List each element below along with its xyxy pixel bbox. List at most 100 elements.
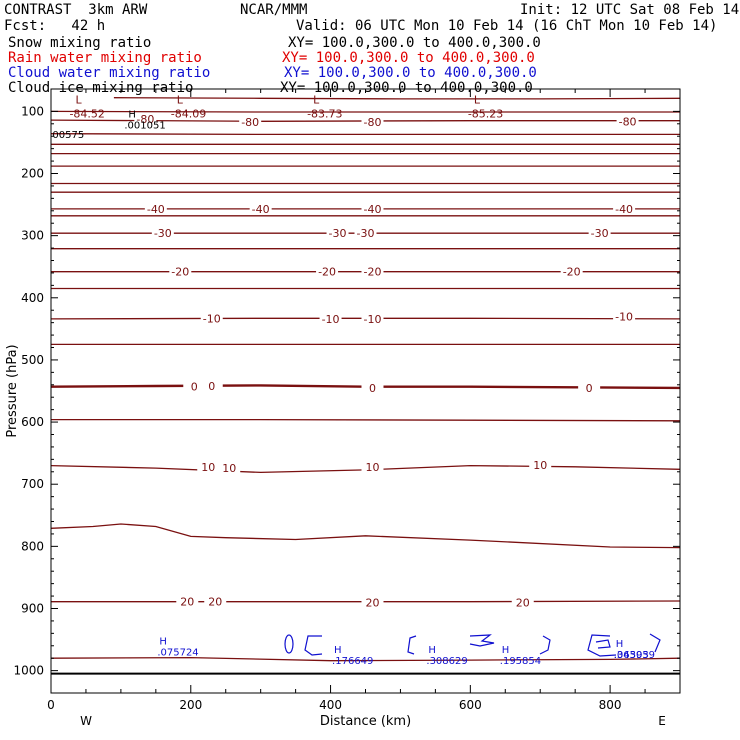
- init-time: Init: 12 UTC Sat 08 Feb 14: [520, 2, 740, 18]
- contour-label: 0: [191, 381, 198, 394]
- west-label: W: [80, 714, 92, 728]
- contour-label: -10: [203, 312, 221, 325]
- cloud-water-max-value: .176649: [332, 656, 373, 667]
- x-tick-label: 600: [459, 698, 482, 712]
- cloud-water-high-marker: H: [159, 637, 167, 648]
- contour-label-bg: [218, 462, 241, 474]
- contour-label: -10: [364, 313, 382, 326]
- contour-label: -20: [563, 266, 581, 279]
- valid-time: Valid: 06 UTC Mon 10 Feb 14 (16 ChT Mon …: [296, 18, 718, 34]
- x-tick-label: 800: [599, 698, 622, 712]
- contour-label-bg: [169, 265, 192, 277]
- contour-label: 20: [208, 596, 222, 609]
- extrema-markers: L-84.52L-84.09L-83.73L-85.23H.0010510057…: [52, 93, 655, 667]
- y-tick-label: 500: [21, 353, 44, 367]
- contour-label: -10: [322, 313, 340, 326]
- y-tick-label: 400: [21, 291, 44, 305]
- contour-label-bg: [529, 458, 552, 470]
- contour-label: 10: [222, 462, 236, 475]
- contour-label-bg: [616, 115, 639, 127]
- cloud-water-blob: [284, 634, 294, 654]
- contour-label: 10: [201, 461, 215, 474]
- cloud-water-max-value: .195854: [500, 656, 541, 667]
- y-tick-label: 1000: [13, 664, 44, 678]
- cloud-water-blob: [407, 635, 417, 655]
- contour-label: -40: [615, 203, 633, 216]
- cloud-water-blob: [595, 639, 611, 649]
- contour-label-bg: [354, 227, 377, 239]
- field-name-cloud-ice: Cloud ice mixing ratio: [8, 80, 194, 96]
- temperature-contour-line: [51, 418, 681, 422]
- x-tick-label: 400: [319, 698, 342, 712]
- high-marker-value: 00575: [52, 130, 84, 141]
- contour-label: -40: [252, 203, 270, 216]
- cloud-water-max-value: .075724: [157, 648, 198, 659]
- contour-label-bg: [200, 312, 223, 324]
- contour-label: -20: [318, 266, 336, 279]
- contour-label: 20: [365, 596, 379, 609]
- temperature-contour-line: [113, 97, 681, 100]
- contour-label: -30: [357, 227, 375, 240]
- cloud-water-max-value: .04393: [614, 650, 649, 661]
- temperature-contour-line: [50, 523, 681, 549]
- contour-label-bg: [197, 460, 220, 472]
- x-tick-label: 0: [47, 698, 55, 712]
- high-marker-value: .001051: [124, 120, 165, 131]
- contour-label: -40: [147, 203, 165, 216]
- east-label: E: [658, 714, 666, 728]
- contour-label-bg: [511, 596, 534, 608]
- contour-label-bg: [361, 381, 384, 393]
- contour-label: -80: [619, 115, 637, 128]
- field-name-rain: Rain water mixing ratio: [8, 50, 202, 66]
- contour-label-bg: [361, 265, 384, 277]
- y-tick-label: 900: [21, 601, 44, 615]
- contour-label: 20: [180, 596, 194, 609]
- contour-label-bg: [613, 202, 636, 214]
- org-label: NCAR/MMM: [240, 2, 308, 18]
- contour-label: -30: [154, 227, 172, 240]
- field-xy-rain: XY= 100.0,300.0 to 400.0,300.0: [282, 50, 535, 66]
- contour-label-bg: [200, 380, 223, 392]
- contour-label-bg: [316, 265, 339, 277]
- contour-label-bg: [588, 227, 611, 239]
- contour-label-bg: [134, 112, 157, 124]
- field-xy-cloud-water: XY= 100.0,300.0 to 400.0,300.0: [284, 65, 537, 81]
- cloud-water-blob: [469, 634, 495, 647]
- x-axis-title: Distance (km): [320, 714, 411, 729]
- cloud-water-blob: [539, 635, 551, 655]
- low-marker: L: [313, 93, 320, 106]
- y-tick-label: 600: [21, 415, 44, 429]
- low-marker-value: -85.23: [468, 107, 503, 120]
- temperature-contour-line: [50, 133, 680, 136]
- y-axis-title: Pressure (hPa): [5, 344, 20, 437]
- low-marker: L: [474, 93, 481, 106]
- contour-label-bg: [361, 202, 384, 214]
- contour-label-bg: [361, 460, 384, 472]
- cloud-water-blob: [587, 634, 617, 657]
- contour-label-bg: [613, 310, 636, 322]
- y-tick-label: 300: [21, 229, 44, 243]
- field-name-cloud-water: Cloud water mixing ratio: [8, 65, 211, 81]
- field-xy-snow: XY= 100.0,300.0 to 400.0,300.0: [288, 35, 541, 51]
- contour-label-bg: [578, 381, 601, 393]
- contour-label-bg: [560, 265, 583, 277]
- contour-label: -10: [615, 310, 633, 323]
- contour-label-bg: [151, 227, 174, 239]
- contour-label-bg: [249, 202, 272, 214]
- contour-label-bg: [361, 115, 384, 127]
- contour-label: -20: [171, 266, 189, 279]
- low-marker: L: [177, 93, 184, 106]
- cloud-water-blob: [304, 635, 323, 656]
- low-marker: L: [75, 93, 82, 106]
- cloud-water-blob: [649, 633, 661, 653]
- y-tick-label: 100: [21, 104, 44, 118]
- contour-label: -80: [136, 113, 154, 126]
- low-marker-value: -84.09: [171, 107, 206, 120]
- cloud-water-high-marker: H: [616, 639, 624, 650]
- y-tick-label: 700: [21, 477, 44, 491]
- cloud-water-high-marker: H: [428, 645, 436, 656]
- contour-label: 0: [369, 382, 376, 395]
- contour-label-bg: [204, 595, 227, 607]
